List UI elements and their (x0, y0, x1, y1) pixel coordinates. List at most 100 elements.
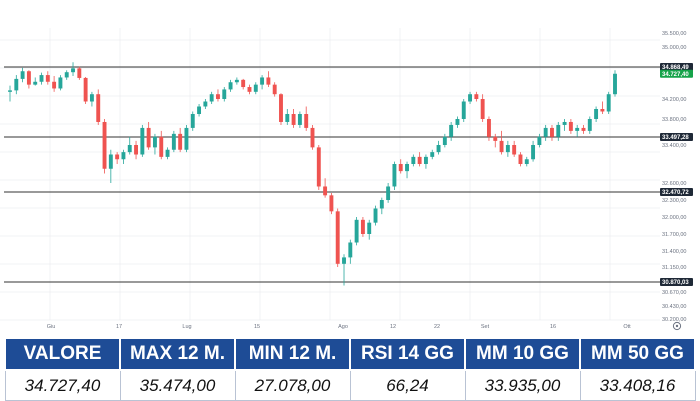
y-tick-label: 30.200,00 (662, 317, 686, 323)
price-tag: 32.470,72 (660, 188, 693, 196)
candle (505, 140, 510, 157)
candle (392, 161, 397, 190)
candle (468, 91, 473, 104)
x-axis-labels: Giu 17 Lug 15 Ago 12 22 Set 16 Ott (47, 324, 631, 330)
candle (550, 124, 554, 141)
candle (379, 197, 384, 215)
candle (171, 130, 176, 153)
x-tick-label: 17 (116, 324, 122, 330)
candle (241, 78, 246, 90)
y-tick-label: 35.500,00 (662, 31, 686, 37)
y-tick-label: 32.600,00 (662, 181, 686, 187)
candle (297, 111, 302, 128)
x-tick-label: Ago (338, 324, 348, 330)
value-rsi-14gg: 66,24 (349, 369, 466, 401)
candle (228, 79, 233, 92)
candle (178, 127, 183, 153)
candle (279, 93, 283, 125)
x-tick-label: 12 (390, 324, 396, 330)
x-tick-label: Ott (623, 324, 631, 330)
candle (367, 219, 372, 240)
candle (184, 124, 189, 153)
candle (52, 76, 57, 92)
candle (461, 99, 466, 122)
header-mm-50gg: MM 50 GG (579, 337, 696, 371)
x-tick-label: 22 (434, 324, 440, 330)
candle (159, 130, 164, 160)
candle (39, 72, 44, 85)
candle (417, 152, 422, 167)
svg-text:34.868,49: 34.868,49 (662, 65, 689, 71)
candle (335, 208, 340, 267)
horizontal-levels (4, 66, 660, 283)
candle (253, 82, 258, 95)
candle (64, 70, 69, 80)
candle (537, 133, 542, 148)
candle (449, 121, 454, 141)
chart-grid (0, 28, 660, 321)
candle (575, 124, 580, 137)
candle (323, 178, 328, 198)
candle (474, 91, 479, 102)
candle (398, 159, 403, 174)
y-tick-label: 35.000,00 (662, 45, 686, 51)
candle (71, 62, 75, 77)
y-tick-label: 33.800,00 (662, 117, 686, 123)
candle (102, 119, 107, 174)
candle (543, 124, 548, 141)
candle (568, 119, 573, 134)
y-tick-label: 31.700,00 (662, 232, 686, 238)
x-tick-label: Lug (182, 324, 191, 330)
candle (310, 124, 315, 150)
candle (499, 130, 504, 155)
candle (512, 140, 517, 157)
candle (531, 140, 536, 162)
price-tag: 34.727,40 (660, 69, 693, 78)
candle (329, 192, 334, 215)
candle (45, 71, 50, 85)
header-valore: VALORE (4, 337, 121, 371)
candle (26, 70, 31, 89)
candle (556, 121, 561, 141)
y-tick-label: 32.300,00 (662, 198, 686, 204)
candle (152, 133, 157, 155)
candle (8, 85, 12, 102)
svg-text:30.870,03: 30.870,03 (662, 280, 689, 286)
candle (348, 239, 353, 264)
candle (260, 75, 265, 90)
svg-text:34.727,40: 34.727,40 (662, 72, 689, 78)
candle (140, 124, 145, 157)
price-tag: 34.868,49 (660, 63, 693, 71)
value-mm-50gg: 33.408,16 (579, 369, 696, 401)
candle (165, 147, 170, 160)
candle (524, 156, 529, 167)
header-min-12m: MIN 12 M. (234, 337, 351, 371)
y-tick-label: 31.150,00 (662, 265, 686, 271)
header-rsi-14gg: RSI 14 GG (349, 337, 466, 371)
x-tick-label: 16 (550, 324, 556, 330)
candle (272, 82, 277, 97)
candle (234, 77, 239, 85)
y-tick-label: 33.400,00 (662, 143, 686, 149)
candle (33, 77, 38, 86)
x-tick-label: Set (481, 324, 490, 330)
value-valore: 34.727,40 (4, 369, 121, 401)
candle (411, 154, 416, 167)
candle (108, 149, 113, 183)
candle (423, 154, 428, 169)
settings-gear-icon[interactable] (672, 321, 682, 331)
candle (146, 121, 151, 150)
candle (360, 217, 365, 237)
candle (594, 106, 599, 122)
svg-text:33.497,28: 33.497,28 (662, 135, 689, 141)
y-tick-label: 31.400,00 (662, 249, 686, 255)
stats-table: VALORE MAX 12 M. MIN 12 M. RSI 14 GG MM … (4, 337, 696, 401)
candle (518, 152, 523, 167)
y-tick-label: 30.430,00 (662, 304, 686, 310)
x-tick-label: 15 (254, 324, 260, 330)
candle (121, 149, 126, 164)
y-tick-label: 34.200,00 (662, 97, 686, 103)
y-tick-label: 30.670,00 (662, 290, 686, 296)
candles (8, 62, 617, 286)
